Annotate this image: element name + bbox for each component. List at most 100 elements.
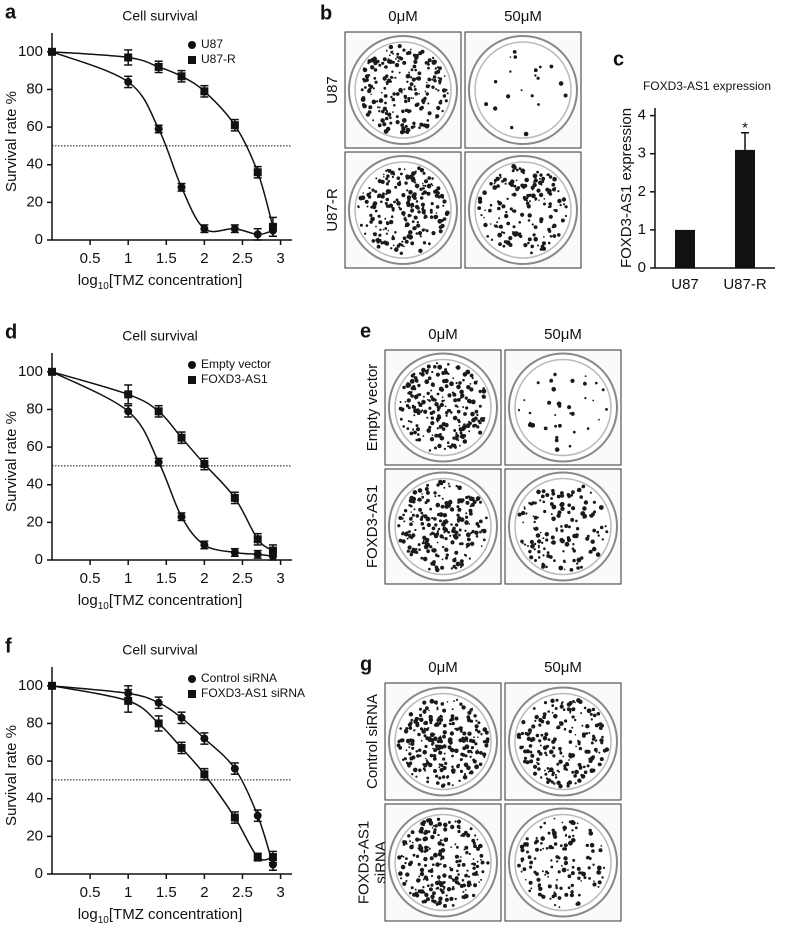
x-tick-label: 1.5 [156, 570, 177, 587]
x-tick-label: 3 [276, 250, 284, 267]
x-label-rest: [TMZ concentration] [109, 272, 242, 289]
x-tick-label: 1 [124, 884, 132, 901]
marker [230, 493, 239, 502]
y-tick-label: 3 [638, 145, 646, 162]
column-header: 50μM [544, 659, 582, 676]
column-header: 0μM [428, 326, 457, 343]
row-label: U87 [324, 76, 341, 104]
y-tick-label: 80 [26, 714, 43, 731]
plate-inner-rim [394, 358, 492, 457]
marker [177, 72, 186, 81]
marker [124, 407, 133, 416]
curve [51, 371, 274, 557]
x-tick-label: 1 [124, 570, 132, 587]
plate-inner-rim [354, 161, 452, 259]
legend-marker [188, 675, 196, 683]
plate-rim [348, 155, 458, 265]
marker [253, 535, 262, 544]
column-header: 50μM [504, 8, 542, 25]
marker [177, 512, 186, 521]
plate-inner-rim [394, 692, 492, 791]
x-tick-label: 2 [200, 884, 208, 901]
marker [230, 813, 239, 822]
y-tick-label: 2 [638, 183, 646, 200]
y-tick-label: 80 [26, 80, 43, 97]
legend-label: U87-R [201, 52, 236, 66]
panel-label: f [5, 635, 12, 657]
curve [51, 51, 274, 236]
y-tick-label: 0 [638, 259, 646, 276]
marker [230, 224, 239, 233]
marker [268, 853, 277, 862]
marker [253, 168, 262, 177]
legend-marker [188, 56, 196, 64]
marker [230, 548, 239, 557]
marker [154, 407, 163, 416]
plate-inner-rim [514, 692, 612, 791]
marker [200, 770, 209, 779]
marker [177, 713, 186, 722]
x-tick-label: U87 [671, 276, 699, 293]
y-tick-label: 100 [18, 677, 43, 694]
y-tick-label: 1 [638, 221, 646, 238]
plate-inner-rim [474, 161, 572, 259]
curve [51, 685, 274, 861]
marker [154, 698, 163, 707]
y-tick-label: 20 [26, 827, 43, 844]
marker [200, 87, 209, 96]
y-tick-label: 60 [26, 438, 43, 455]
marker [48, 681, 56, 690]
marker [154, 719, 163, 728]
column-header: 0μM [388, 8, 417, 25]
y-tick-label: 40 [26, 156, 43, 173]
plate-inner-rim [474, 41, 572, 139]
colonies [397, 479, 488, 573]
chart-title: Cell survival [122, 642, 197, 658]
legend-marker [188, 361, 196, 369]
y-tick-label: 100 [18, 363, 43, 380]
y-axis-label: Survival rate % [3, 411, 20, 512]
x-label-base: log [78, 592, 98, 609]
marker [177, 183, 186, 192]
legend-label: Empty vector [201, 357, 271, 371]
x-axis-label: log10[TMZ concentration] [78, 272, 243, 292]
x-label-rest: [TMZ concentration] [109, 906, 242, 923]
marker [253, 811, 262, 820]
legend-label: FOXD3-AS1 [201, 372, 268, 386]
curve [51, 685, 274, 865]
x-axis-label: log10[TMZ concentration] [78, 592, 243, 612]
colonies [516, 698, 610, 789]
marker [200, 460, 209, 469]
marker [253, 550, 262, 559]
legend-label: U87 [201, 37, 223, 51]
y-tick-label: 60 [26, 118, 43, 135]
legend-label: FOXD3-AS1 siRNA [201, 686, 305, 700]
x-label-sub: 10 [98, 915, 110, 926]
marker [124, 53, 133, 62]
plate-inner-rim [514, 813, 612, 912]
panel-label: b [320, 2, 332, 24]
y-tick-label: 0 [35, 551, 43, 568]
marker [154, 124, 163, 133]
row-label: FOXD3-AS1 [364, 485, 381, 568]
y-tick-label: 100 [18, 43, 43, 60]
x-tick-label: 2.5 [232, 884, 253, 901]
chart-title: Cell survival [122, 8, 197, 24]
x-label-base: log [78, 272, 98, 289]
x-tick-label: 2.5 [232, 250, 253, 267]
x-label-sub: 10 [98, 601, 110, 612]
marker [200, 734, 209, 743]
colonies [357, 166, 450, 255]
y-tick-label: 0 [35, 231, 43, 248]
x-tick-label: 0.5 [80, 570, 101, 587]
panel-label: d [5, 321, 17, 343]
marker [230, 121, 239, 130]
y-tick-label: 20 [26, 513, 43, 530]
marker [268, 546, 277, 555]
y-tick-label: 40 [26, 476, 43, 493]
colonies [360, 43, 449, 135]
marker [253, 853, 262, 862]
x-tick-label: 1.5 [156, 250, 177, 267]
chart-title: Cell survival [122, 328, 197, 344]
